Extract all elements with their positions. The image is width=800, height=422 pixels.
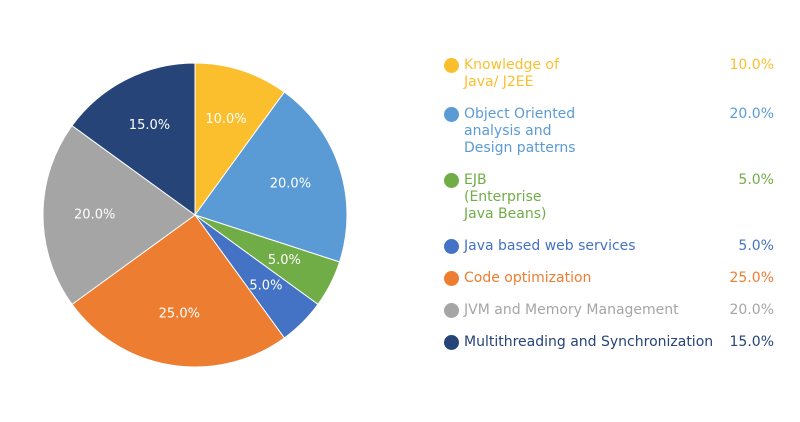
pie-slice [194,62,286,217]
legend-item: Multithreading and Synchronization 15.0% [444,334,774,351]
slice-label: 20.0% [74,208,115,223]
legend-item: JVM and Memory Management 20.0% [444,302,774,319]
legend-item: Knowledge of Java/ J2EE 10.0% [444,57,774,91]
legend-label: Code optimization [464,270,592,286]
slice-label: 10.0% [205,112,246,127]
legend-marker [444,271,459,286]
legend-value: 20.0% [729,106,774,122]
slice-label: 15.0% [129,118,170,133]
pie-slice [42,124,196,306]
legend-item: Java based web services 5.0% [444,238,774,255]
legend-label: EJB (Enterprise Java Beans) [464,172,547,222]
legend-marker [444,173,459,188]
legend-label: JVM and Memory Management [464,302,679,318]
legend-label: Java based web services [464,238,636,254]
slice-label: 20.0% [270,176,311,191]
legend-item: EJB (Enterprise Java Beans) 5.0% [444,172,774,223]
legend-item: Object Oriented analysis and Design patt… [444,106,774,157]
legend-marker [444,335,459,350]
slice-label: 5.0% [268,253,301,268]
pie-slice [194,91,348,263]
legend-value: 20.0% [729,302,774,318]
pie-slice [71,62,196,216]
legend-label: Multithreading and Synchronization [464,334,714,350]
legend-value: 25.0% [729,270,774,286]
legend-item: Code optimization 25.0% [444,270,774,287]
legend-marker [444,107,459,122]
legend-marker [444,58,459,73]
slice-label: 25.0% [159,307,200,322]
legend-value: 15.0% [729,334,774,350]
legend-marker [444,303,459,318]
pie-slice [71,214,286,368]
legend-label: Object Oriented analysis and Design patt… [464,106,576,156]
legend-marker [444,239,459,254]
pie-chart: 10.0% 20.0% 5.0% 5.0% 25.0% 20.0% 15.0% [42,62,348,368]
legend-value: 10.0% [729,57,774,73]
legend-label: Knowledge of Java/ J2EE [464,57,559,90]
legend: Knowledge of Java/ J2EE 10.0% Object Orien… [444,57,774,366]
slice-label: 5.0% [249,278,282,293]
legend-value: 5.0% [738,238,774,254]
legend-value: 5.0% [738,172,774,188]
